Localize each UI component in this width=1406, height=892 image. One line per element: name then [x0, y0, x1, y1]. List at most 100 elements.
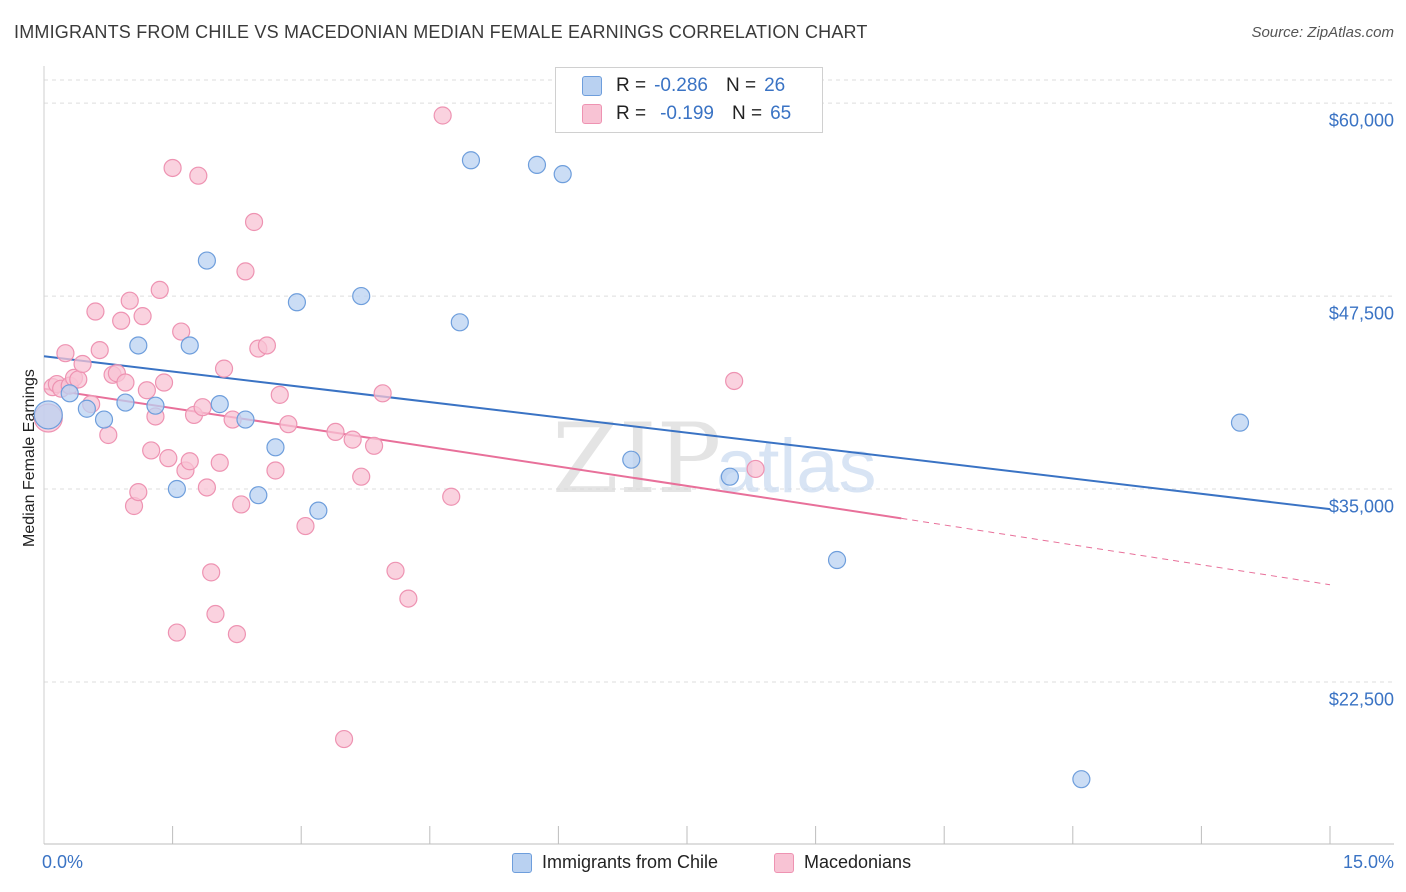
point-macedonians — [193, 398, 212, 417]
point-macedonians — [197, 478, 216, 497]
point-chile — [450, 313, 469, 332]
legend-swatch-macedonians — [582, 104, 602, 124]
point-macedonians — [180, 452, 199, 471]
point-macedonians — [133, 307, 152, 326]
point-macedonians — [129, 482, 148, 502]
point-macedonians — [99, 425, 118, 445]
y-tick-label: $35,000 — [1328, 496, 1394, 517]
legend-r-value: -0.199 — [660, 103, 714, 124]
legend-n-value: 26 — [764, 75, 786, 96]
point-macedonians — [202, 563, 221, 582]
point-macedonians — [343, 430, 362, 449]
legend-r-label: R = — [616, 103, 647, 124]
point-macedonians — [116, 373, 135, 392]
point-macedonians — [120, 291, 139, 310]
point-chile — [116, 393, 135, 412]
point-macedonians — [142, 441, 161, 460]
point-chile — [33, 400, 63, 430]
y-tick-label: $47,500 — [1328, 303, 1394, 324]
point-macedonians — [386, 561, 405, 580]
legend-label-macedonians: Macedonians — [804, 852, 912, 872]
point-macedonians — [90, 341, 109, 360]
legend-r-value: -0.286 — [654, 75, 708, 96]
point-macedonians — [227, 624, 246, 644]
point-macedonians — [244, 212, 264, 232]
point-chile — [210, 395, 229, 414]
point-macedonians — [433, 106, 452, 125]
point-macedonians — [172, 322, 191, 341]
point-macedonians — [163, 158, 182, 178]
legend-label-chile: Immigrants from Chile — [542, 852, 719, 872]
point-chile — [94, 410, 114, 429]
point-chile — [249, 486, 268, 505]
x-axis — [43, 66, 1394, 845]
point-macedonians — [334, 729, 354, 749]
point-chile — [287, 293, 307, 312]
legend-swatch-macedonians — [774, 852, 794, 873]
point-macedonians — [725, 371, 744, 391]
point-chile — [622, 450, 641, 469]
point-chile — [180, 336, 199, 355]
chart-title: IMMIGRANTS FROM CHILE VS MACEDONIAN MEDI… — [14, 22, 868, 42]
point-macedonians — [73, 354, 92, 374]
point-chile — [1230, 413, 1250, 432]
point-chile — [146, 396, 165, 415]
point-macedonians — [236, 262, 255, 281]
point-macedonians — [279, 415, 298, 434]
point-macedonians — [442, 487, 461, 506]
legend-row-macedonians: R = -0.199 N = 65 — [582, 102, 791, 126]
point-macedonians — [266, 461, 285, 480]
point-chile — [827, 550, 847, 570]
point-chile — [352, 286, 371, 306]
legend-n-value: 65 — [770, 103, 792, 124]
point-macedonians — [352, 467, 371, 486]
point-macedonians — [326, 422, 345, 442]
point-macedonians — [210, 453, 229, 472]
point-chile — [167, 479, 186, 499]
point-macedonians — [373, 384, 392, 403]
legend-n-label: N = — [725, 75, 757, 96]
point-macedonians — [189, 166, 208, 185]
point-chile — [1072, 770, 1091, 789]
point-macedonians — [167, 623, 186, 642]
source-note: Source: ZipAtlas.com — [1251, 24, 1394, 41]
point-macedonians — [206, 604, 225, 624]
point-macedonians — [270, 385, 289, 404]
point-chile — [77, 399, 96, 418]
watermark-atlas: atlas — [716, 424, 877, 509]
y-tick-label: $22,500 — [1328, 689, 1394, 710]
point-chile — [266, 438, 285, 457]
point-macedonians — [86, 302, 105, 321]
point-macedonians — [56, 344, 75, 363]
point-chile — [553, 165, 572, 184]
point-chile — [236, 410, 255, 429]
legend-row-chile: R = -0.286 N = 26 — [582, 74, 785, 98]
stats-legend: R = -0.286 N = 26 R = -0.199 N = 65 — [555, 67, 823, 133]
point-chile — [309, 501, 328, 520]
point-macedonians — [296, 516, 315, 536]
point-macedonians — [112, 311, 131, 330]
point-chile — [527, 155, 547, 174]
point-macedonians — [257, 336, 277, 355]
trend-line-macedonians-extension — [901, 517, 1331, 586]
point-chile — [60, 384, 79, 403]
legend-r-label: R = — [616, 75, 647, 96]
point-chile — [461, 151, 481, 170]
point-macedonians — [364, 436, 384, 455]
y-tick-label: $60,000 — [1328, 110, 1394, 131]
point-macedonians — [137, 381, 156, 400]
legend-swatch-chile — [512, 852, 532, 873]
legend-item-chile: Immigrants from Chile — [512, 852, 718, 873]
x-tick-max: 15.0% — [1342, 852, 1394, 872]
point-macedonians — [214, 359, 234, 378]
point-macedonians — [159, 449, 178, 468]
point-macedonians — [399, 589, 418, 608]
legend-n-label: N = — [731, 103, 763, 124]
point-macedonians — [746, 459, 765, 479]
point-macedonians — [154, 373, 174, 392]
point-chile — [197, 251, 216, 270]
data-points — [33, 106, 1250, 789]
point-chile — [720, 467, 739, 486]
point-macedonians — [150, 280, 169, 300]
